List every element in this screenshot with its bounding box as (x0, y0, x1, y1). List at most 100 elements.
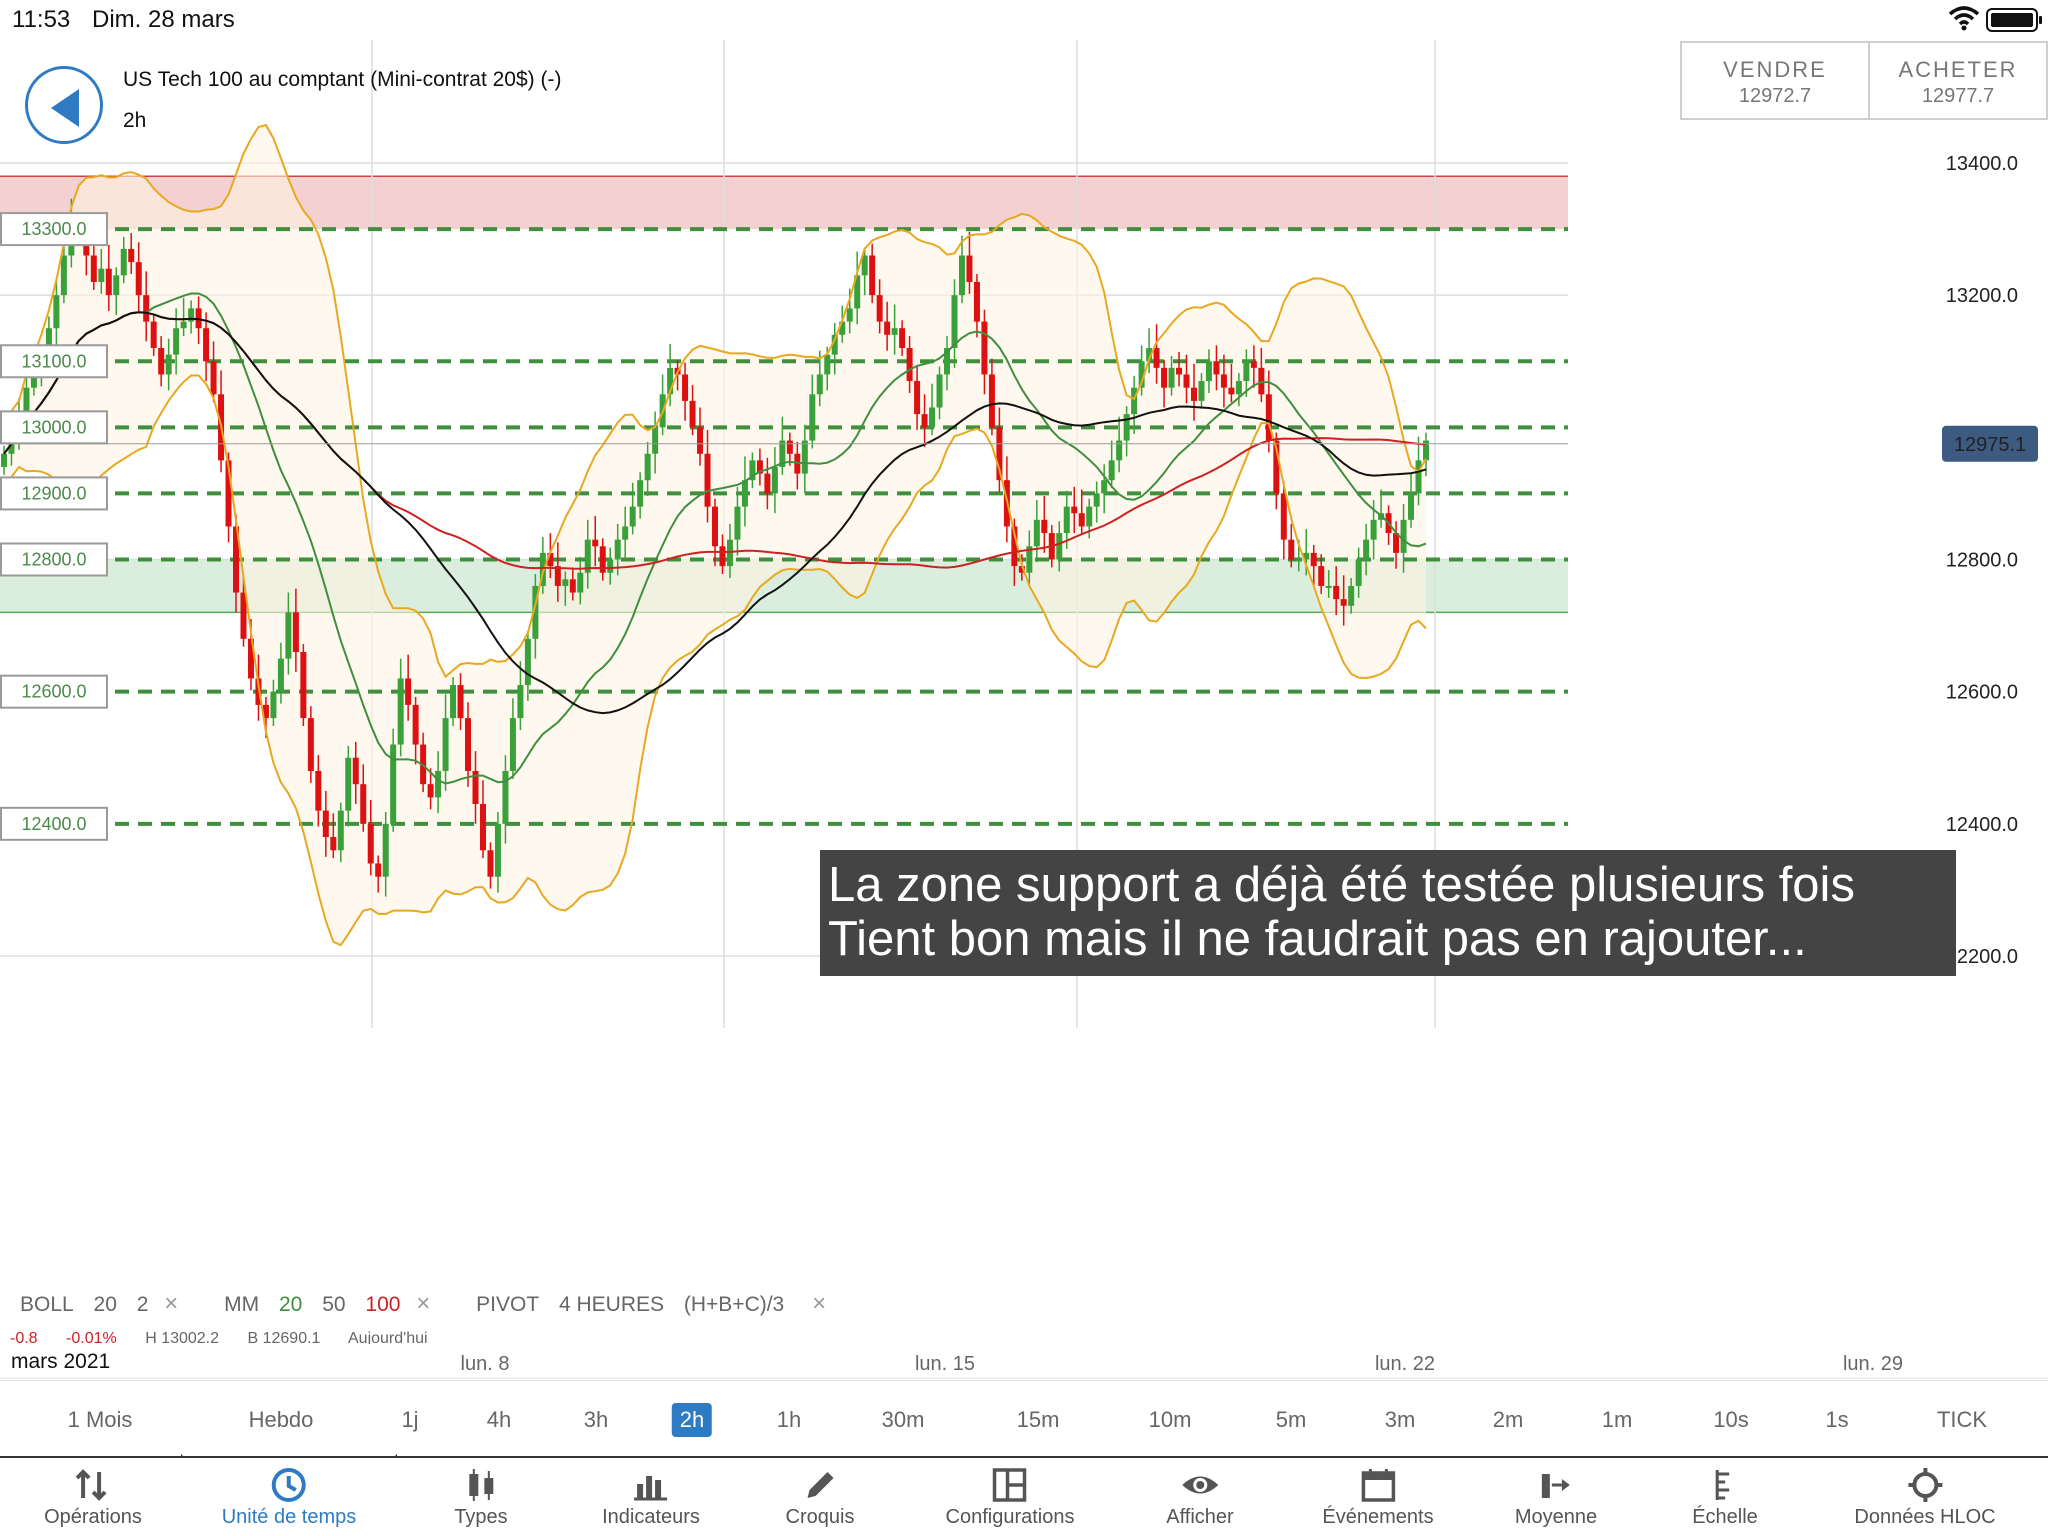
candle-up (1108, 460, 1115, 481)
candle-down (135, 262, 142, 296)
toolbar-candles[interactable]: Types (454, 1458, 508, 1536)
pivot-label[interactable]: PIVOT (476, 1293, 540, 1316)
candle-up (622, 526, 629, 540)
candle-down (786, 440, 793, 454)
timeframe-hebdo[interactable]: Hebdo (248, 1407, 314, 1432)
candle-down (1190, 387, 1197, 401)
candle-up (749, 460, 756, 481)
toolbar-operations[interactable]: Opérations (44, 1458, 142, 1536)
candle-down (764, 473, 771, 494)
candle-down (697, 427, 704, 454)
toolbar-pencil[interactable]: Croquis (786, 1458, 854, 1536)
boll-label[interactable]: BOLL (20, 1293, 74, 1316)
candle-up (771, 466, 778, 494)
timeframe-10s[interactable]: 10s (1713, 1407, 1749, 1432)
candle-down (966, 255, 973, 282)
status-time: 11:53 (12, 6, 71, 33)
timeframe-30m[interactable]: 30m (881, 1407, 925, 1432)
candle-up (23, 387, 30, 415)
timeframe-1m[interactable]: 1m (1601, 1407, 1633, 1432)
candle-up (442, 718, 449, 771)
x-tick-label: lun. 8 (461, 1353, 510, 1375)
toolbar-average[interactable]: Moyenne (1515, 1458, 1597, 1536)
pivot-tag-label: 13000.0 (21, 417, 86, 437)
y-tick-label: 12800.0 (1946, 550, 2018, 572)
timeframe-4h[interactable]: 4h (486, 1407, 512, 1432)
timeframe-1-mois[interactable]: 1 Mois (67, 1407, 133, 1432)
toolbar-bar-chart[interactable]: Indicateurs (602, 1458, 700, 1536)
buy-button[interactable]: ACHETER 12977.7 (1868, 41, 2048, 120)
battery-icon (1986, 8, 2042, 32)
candle-down (1258, 367, 1265, 395)
candle-up (1101, 480, 1108, 494)
toolbar-label: Moyenne (1514, 1506, 1598, 1528)
candle-down (247, 638, 254, 679)
candle-down (262, 704, 269, 719)
pivot-tag-label: 13100.0 (21, 351, 86, 371)
toolbar-calendar[interactable]: Événements (1322, 1458, 1434, 1536)
info-change: -0.8 (10, 1330, 38, 1344)
candle-up (1033, 519, 1040, 547)
candle-up (1138, 361, 1145, 388)
info-low: B 12690.1 (247, 1330, 321, 1344)
remove-boll-icon[interactable]: × (164, 1290, 179, 1317)
candle-up (1325, 585, 1332, 588)
candle-up (734, 506, 741, 540)
average-icon (1542, 1474, 1570, 1498)
timeframe-3m[interactable]: 3m (1384, 1407, 1416, 1432)
pivot-tag (0, 674, 108, 709)
chart-plot[interactable]: 12975.1 13400.0 13200.0 12800.0 12600.0 12400… (0, 40, 2038, 1028)
timeframe-15m[interactable]: 15m (1016, 1407, 1060, 1432)
toolbar-scale[interactable]: Échelle (1692, 1458, 1758, 1536)
toolbar-layout[interactable]: Configurations (946, 1458, 1074, 1536)
price-chart[interactable]: 12975.1 13400.0 13200.0 12800.0 12600.0 12400… (0, 0, 2048, 1380)
candle-up (1056, 533, 1063, 560)
candle-up (562, 579, 569, 586)
info-pct: -0.01% (66, 1330, 117, 1344)
candle-down (330, 837, 337, 851)
toolbar-eye[interactable]: Afficher (1166, 1458, 1234, 1536)
candle-down (307, 718, 314, 771)
bollinger-upper-line (3, 123, 1427, 679)
candle-down (914, 381, 921, 415)
candle-down (682, 374, 689, 401)
sell-button[interactable]: VENDRE 12972.7 (1680, 41, 1870, 120)
x-tick-label: lun. 15 (915, 1353, 975, 1375)
chart-annotation[interactable]: La zone support a déjà été testée plusie… (820, 850, 1956, 976)
remove-pivot-icon[interactable]: × (812, 1290, 827, 1317)
candle-down (322, 810, 329, 838)
candle-down (472, 770, 479, 805)
toolbar-clock[interactable]: Unité de temps (222, 1458, 356, 1536)
toolbar-crosshair[interactable]: Données HLOC (1854, 1458, 1996, 1536)
candle-down (1280, 493, 1287, 540)
candle-down (479, 804, 486, 851)
back-button[interactable] (25, 66, 103, 144)
timeframe-2m[interactable]: 2m (1492, 1407, 1524, 1432)
candle-down (719, 546, 726, 567)
timeframe-5m[interactable]: 5m (1275, 1407, 1307, 1432)
candle-down (689, 400, 696, 428)
candle-up (958, 255, 965, 296)
timeframe-2h[interactable]: 2h (671, 1403, 713, 1437)
timeframe-10m[interactable]: 10m (1148, 1407, 1192, 1432)
boll-dev: 2 (136, 1293, 149, 1316)
ma-label[interactable]: MM (224, 1293, 260, 1316)
remove-ma-icon[interactable]: × (416, 1290, 431, 1317)
timeframe-tick[interactable]: TICK (1936, 1407, 1988, 1432)
y-tick-label: 12400.0 (1946, 814, 2018, 836)
candle-up (397, 678, 404, 745)
candle-down (150, 321, 157, 349)
eye-icon (1181, 1476, 1218, 1494)
timeframe-1s[interactable]: 1s (1825, 1407, 1849, 1432)
candle-down (427, 784, 434, 798)
candle-up (1370, 519, 1377, 540)
timeframe-1h[interactable]: 1h (776, 1407, 802, 1432)
timeframe-3h[interactable]: 3h (583, 1407, 609, 1432)
indicator-legend: BOLL 20 2 × MM 20 50 100 × PIVOT 4 HEURE… (20, 1290, 826, 1318)
candle-down (547, 552, 554, 567)
candle-down (1161, 367, 1168, 388)
candle-up (113, 275, 120, 296)
candle-up (1355, 559, 1362, 586)
timeframe-1j[interactable]: 1j (401, 1407, 419, 1432)
candle-down (1078, 513, 1085, 527)
